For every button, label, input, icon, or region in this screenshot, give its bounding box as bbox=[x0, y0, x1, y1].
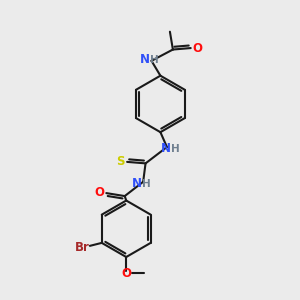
Text: H: H bbox=[150, 55, 159, 64]
Text: H: H bbox=[142, 178, 151, 189]
Text: O: O bbox=[122, 267, 132, 280]
Text: Br: Br bbox=[75, 241, 90, 254]
Text: O: O bbox=[192, 42, 202, 55]
Text: N: N bbox=[161, 142, 171, 155]
Text: O: O bbox=[95, 186, 105, 199]
Text: H: H bbox=[172, 144, 180, 154]
Text: S: S bbox=[116, 155, 125, 168]
Text: N: N bbox=[132, 177, 142, 190]
Text: N: N bbox=[140, 53, 150, 66]
